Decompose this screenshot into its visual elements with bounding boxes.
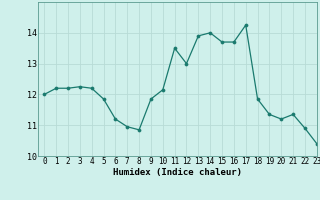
- X-axis label: Humidex (Indice chaleur): Humidex (Indice chaleur): [113, 168, 242, 177]
